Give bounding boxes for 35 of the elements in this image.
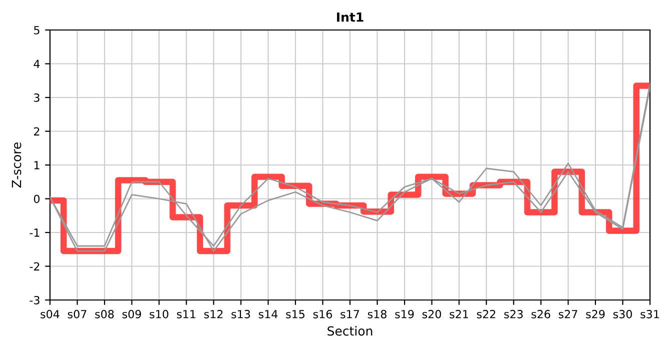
x-tick-label: s31 [640, 310, 659, 318]
chart-title: Int1 [337, 12, 364, 22]
x-tick-label: s27 [558, 310, 578, 318]
x-tick-label: s07 [68, 310, 86, 318]
x-tick-label: s13 [232, 310, 250, 318]
y-tick-label: 1 [34, 161, 40, 170]
x-tick-label: s09 [122, 310, 141, 318]
y-tick-label: -1 [30, 228, 40, 237]
x-tick-label: s11 [177, 310, 196, 318]
x-axis-title: Section [328, 326, 372, 336]
x-tick-label: s18 [368, 310, 386, 318]
x-tick-label: s29 [586, 310, 605, 318]
x-tick-label: s19 [395, 310, 414, 318]
x-tick-label: s17 [340, 310, 360, 318]
x-tick-label: s30 [613, 310, 632, 318]
y-tick-label: 0 [34, 194, 40, 204]
y-tick-label: 2 [34, 127, 40, 136]
y-axis-title: Z-score [12, 142, 22, 188]
x-tick-label: s21 [450, 310, 468, 318]
x-tick-label: s20 [422, 310, 442, 318]
y-tick-label: 4 [34, 60, 40, 68]
x-tick-label: s10 [150, 310, 168, 318]
x-tick-label: s16 [313, 310, 332, 318]
x-tick-label: s14 [258, 310, 278, 318]
y-tick-label: 3 [34, 93, 40, 102]
x-tick-label: s23 [504, 310, 523, 318]
x-tick-label: s15 [286, 310, 304, 318]
x-tick-label: s12 [204, 310, 222, 318]
y-tick-label: 5 [34, 26, 40, 34]
x-tick-label: s22 [477, 310, 496, 318]
y-tick-label: -3 [30, 296, 40, 304]
x-tick-label: s08 [95, 310, 114, 318]
y-tick-label: -2 [30, 262, 40, 270]
x-tick-label: s26 [532, 310, 550, 318]
x-tick-label: s04 [40, 310, 60, 318]
